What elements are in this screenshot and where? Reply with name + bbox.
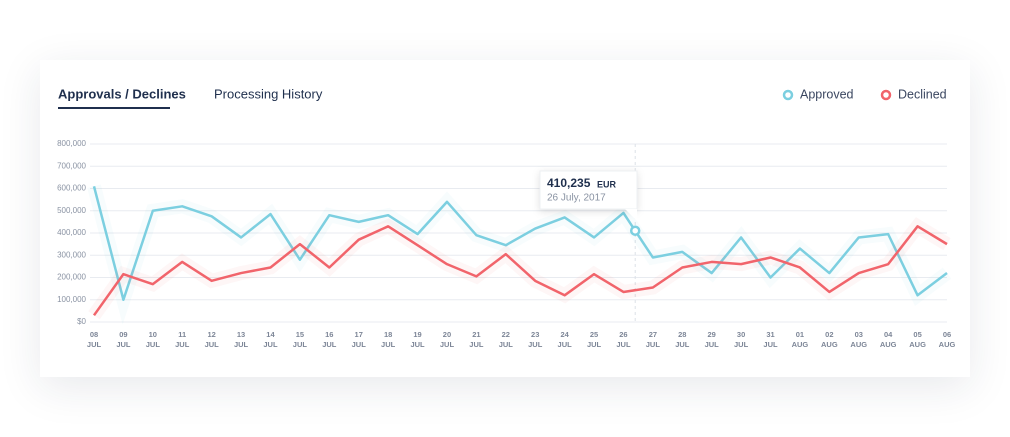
x-tick-label: 13 [237, 330, 245, 339]
x-tick-label: JUL [293, 340, 308, 349]
x-tick-label: AUG [850, 340, 867, 349]
x-tick-label: JUL [587, 340, 602, 349]
x-tick-label: JUL [87, 340, 102, 349]
x-tick-label: 06 [943, 330, 951, 339]
x-tick-label: JUL [410, 340, 425, 349]
y-tick-label: 300,000 [57, 250, 86, 259]
x-tick-label: 02 [825, 330, 833, 339]
tooltip-date: 26 July, 2017 [547, 193, 606, 204]
x-tick-label: AUG [909, 340, 926, 349]
x-tick-label: 22 [502, 330, 510, 339]
x-tick-label: 20 [443, 330, 451, 339]
tab[interactable]: Processing History [214, 86, 323, 101]
x-tick-label: JUL [381, 340, 396, 349]
tab[interactable]: Approvals / Declines [58, 86, 186, 101]
x-tick-label: 26 [619, 330, 627, 339]
x-tick-label: 10 [149, 330, 157, 339]
x-tick-label: AUG [880, 340, 897, 349]
x-tick-label: JUL [146, 340, 161, 349]
x-tick-label: 27 [649, 330, 657, 339]
x-tick-label: 17 [355, 330, 363, 339]
tab-underline [58, 107, 170, 109]
x-tick-label: JUL [116, 340, 131, 349]
y-tick-label: 100,000 [57, 295, 86, 304]
x-tick-label: 03 [855, 330, 863, 339]
x-tick-label: JUL [322, 340, 337, 349]
x-tick-label: JUL [528, 340, 543, 349]
x-tick-label: JUL [234, 340, 249, 349]
legend-label: Declined [898, 87, 947, 101]
x-tick-label: 04 [884, 330, 893, 339]
x-tick-label: JUL [675, 340, 690, 349]
x-tick-label: JUL [646, 340, 661, 349]
x-tick-label: JUL [352, 340, 367, 349]
y-tick-label: 600,000 [57, 184, 86, 193]
x-tick-label: 25 [590, 330, 598, 339]
x-tick-label: 05 [913, 330, 921, 339]
x-tick-label: JUL [734, 340, 749, 349]
x-tick-label: 24 [560, 330, 569, 339]
hover-point [629, 225, 641, 236]
x-tick-label: 01 [796, 330, 804, 339]
tooltip-box [539, 170, 638, 210]
x-tick-label: JUL [705, 340, 720, 349]
x-tick-label: JUL [499, 340, 514, 349]
x-tick-label: AUG [821, 340, 838, 349]
x-tick-label: AUG [792, 340, 809, 349]
x-tick-label: JUL [763, 340, 778, 349]
x-tick-label: JUL [263, 340, 278, 349]
legend-marker [782, 89, 794, 101]
x-tick-label: 11 [178, 330, 186, 339]
x-tick-label: 19 [413, 330, 421, 339]
x-tick-label: 15 [296, 330, 304, 339]
series-line [92, 185, 948, 301]
y-tick-label: 500,000 [57, 206, 86, 215]
x-tick-label: 14 [266, 330, 275, 339]
x-tick-label: JUL [175, 340, 190, 349]
tooltip-pointer [625, 209, 637, 221]
x-tick-label: JUL [205, 340, 220, 349]
x-tick-label: JUL [558, 340, 573, 349]
tooltip-unit: EUR [597, 179, 617, 189]
x-tick-label: 29 [708, 330, 716, 339]
x-tick-label: 18 [384, 330, 392, 339]
card [40, 60, 970, 377]
legend-label: Approved [800, 87, 854, 101]
y-tick-label: 400,000 [57, 228, 86, 237]
x-tick-label: AUG [939, 340, 956, 349]
x-tick-label: 23 [531, 330, 539, 339]
y-tick-label: 200,000 [57, 273, 86, 282]
x-tick-label: JUL [440, 340, 455, 349]
x-tick-label: 21 [472, 330, 480, 339]
x-tick-label: JUL [616, 340, 631, 349]
series-line [92, 225, 948, 317]
y-tick-label: 800,000 [57, 139, 86, 148]
legend-marker [880, 89, 892, 101]
x-tick-label: 09 [119, 330, 127, 339]
y-tick-label: $0 [77, 317, 86, 326]
x-tick-label: JUL [469, 340, 484, 349]
x-tick-label: 16 [325, 330, 333, 339]
x-tick-label: 08 [90, 330, 98, 339]
y-tick-label: 700,000 [57, 161, 86, 170]
tooltip-value: 410,235 [547, 176, 591, 190]
x-tick-label: 12 [207, 330, 215, 339]
x-tick-label: 28 [678, 330, 686, 339]
x-tick-label: 30 [737, 330, 745, 339]
x-tick-label: 31 [766, 330, 774, 339]
